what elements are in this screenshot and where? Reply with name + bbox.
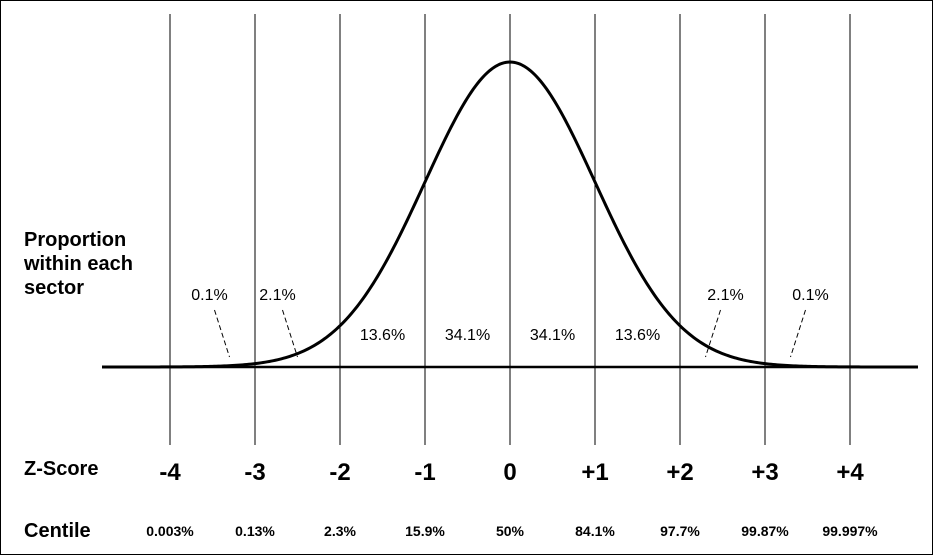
tail-callout-label-2: 2.1% — [707, 287, 743, 304]
z-score-label: -2 — [329, 459, 350, 486]
sector-label-2: 34.1% — [530, 327, 575, 344]
tail-callout-leader-3 — [790, 309, 806, 358]
zscore-heading: Z-Score — [24, 458, 99, 480]
z-score-label: +4 — [836, 459, 864, 486]
tail-callout-label-0: 0.1% — [191, 287, 227, 304]
sector-proportion-labels: 13.6% 34.1% 34.1% 13.6% — [360, 327, 660, 344]
z-gridlines — [169, 14, 851, 445]
tail-callout-label-3: 0.1% — [792, 287, 828, 304]
z-score-label: -4 — [159, 459, 181, 486]
tail-callout-leader-2 — [705, 309, 721, 358]
z-score-label: +2 — [666, 459, 693, 486]
tail-callout-leader-0 — [214, 309, 230, 358]
centile-heading: Centile — [24, 520, 91, 542]
centile-label: 99.87% — [741, 523, 789, 539]
proportion-label: Proportion within each sector — [24, 229, 133, 299]
bell-curve — [102, 60, 918, 369]
sector-label-3: 13.6% — [615, 327, 660, 344]
centile-label: 97.7% — [660, 523, 700, 539]
tail-callouts: 0.1% 2.1% 2.1% 0.1% — [191, 287, 829, 358]
z-score-label: +3 — [751, 459, 778, 486]
centile-label: 50% — [496, 523, 525, 539]
centile-labels: 0.003% 0.13% 2.3% 15.9% 50% 84.1% 97.7% 99.87% 9… — [146, 523, 878, 539]
z-score-label: +1 — [581, 459, 608, 486]
sector-label-0: 13.6% — [360, 327, 405, 344]
centile-label: 2.3% — [324, 523, 356, 539]
centile-label: 84.1% — [575, 523, 615, 539]
centile-label: 15.9% — [405, 523, 445, 539]
z-score-label: -3 — [244, 459, 265, 486]
centile-label: 0.003% — [146, 523, 194, 539]
z-score-labels: -4 -3 -2 -1 0 +1 +2 +3 +4 — [159, 459, 864, 486]
tail-callout-label-1: 2.1% — [259, 287, 295, 304]
z-score-label: 0 — [503, 459, 516, 486]
tail-callout-leader-1 — [282, 309, 298, 358]
sector-label-1: 34.1% — [445, 327, 490, 344]
z-score-label: -1 — [414, 459, 435, 486]
centile-label: 0.13% — [235, 523, 275, 539]
centile-label: 99.997% — [822, 523, 878, 539]
